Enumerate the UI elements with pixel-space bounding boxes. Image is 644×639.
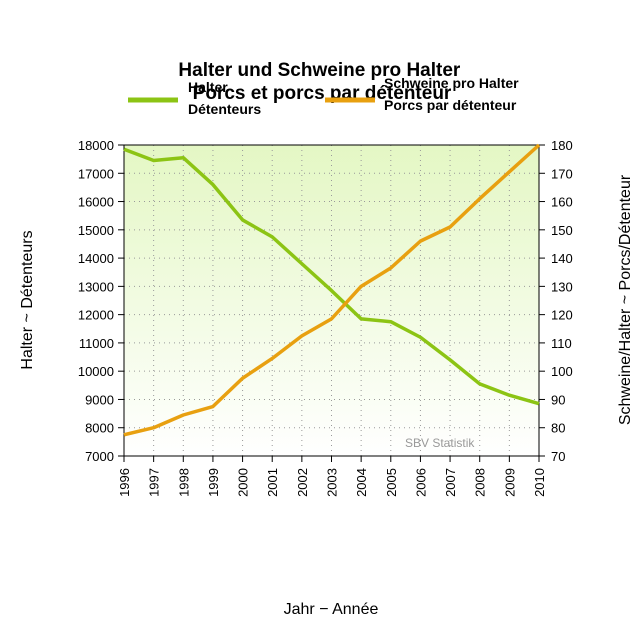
x-tick-label: 2008 bbox=[473, 468, 488, 497]
x-tick-label: 2005 bbox=[384, 468, 399, 497]
y2-tick-label: 70 bbox=[551, 449, 565, 464]
x-tick-label: 2006 bbox=[413, 468, 428, 497]
x-tick-label: 2001 bbox=[265, 468, 280, 497]
y2-tick-label: 120 bbox=[551, 308, 573, 323]
y2-axis-label: Schweine/Halter ~ Porcs/Détenteur bbox=[617, 174, 634, 425]
y2-tick-label: 130 bbox=[551, 279, 573, 294]
y2-tick-label: 180 bbox=[551, 138, 573, 153]
y-tick-label: 17000 bbox=[78, 166, 114, 181]
x-tick-label: 2004 bbox=[354, 468, 369, 497]
y-tick-label: 14000 bbox=[78, 251, 114, 266]
x-tick-label: 2007 bbox=[443, 468, 458, 497]
y2-tick-label: 140 bbox=[551, 251, 573, 266]
x-tick-label: 2003 bbox=[325, 468, 340, 497]
y2-tick-label: 90 bbox=[551, 392, 565, 407]
y2-tick-label: 170 bbox=[551, 166, 573, 181]
y-tick-label: 11000 bbox=[79, 336, 114, 351]
y2-tick-label: 110 bbox=[551, 336, 572, 351]
series-line bbox=[123, 147, 540, 406]
x-tick-label: 1996 bbox=[117, 468, 132, 497]
y-tick-label: 16000 bbox=[78, 195, 114, 210]
x-tick-label: 1999 bbox=[206, 468, 221, 497]
annotation: SBV Statistik bbox=[405, 436, 475, 450]
x-tick-label: 1997 bbox=[147, 468, 162, 497]
y-tick-label: 7000 bbox=[85, 449, 114, 464]
x-tick-label: 2002 bbox=[295, 468, 310, 497]
y-tick-label: 10000 bbox=[78, 364, 114, 379]
x-tick-label: 2010 bbox=[532, 468, 547, 497]
y-tick-label: 13000 bbox=[78, 279, 114, 294]
y-tick-label: 18000 bbox=[78, 138, 114, 153]
x-axis-label: Jahr − Année bbox=[284, 601, 379, 618]
y2-tick-label: 80 bbox=[551, 421, 565, 436]
x-tick-label: 1998 bbox=[176, 468, 191, 497]
y-axis-label: Halter ~ Détenteurs bbox=[19, 230, 36, 369]
y-tick-label: 15000 bbox=[78, 223, 114, 238]
y2-tick-label: 100 bbox=[551, 364, 573, 379]
legend-label: Halter Détenteurs bbox=[188, 79, 261, 117]
y2-tick-label: 160 bbox=[551, 195, 573, 210]
x-tick-label: 2000 bbox=[236, 468, 251, 497]
y-tick-label: 8000 bbox=[85, 421, 114, 436]
x-tick-label: 2009 bbox=[502, 468, 517, 497]
y-tick-label: 9000 bbox=[85, 392, 114, 407]
plot-border bbox=[123, 144, 540, 457]
y2-tick-label: 150 bbox=[551, 223, 573, 238]
chart-title: Halter und Schweine pro Halter Porcs et … bbox=[178, 60, 465, 104]
series-line bbox=[123, 143, 541, 437]
legend-label: Schweine pro Halter Porcs par détenteur bbox=[384, 75, 522, 113]
y-tick-label: 12000 bbox=[78, 308, 114, 323]
